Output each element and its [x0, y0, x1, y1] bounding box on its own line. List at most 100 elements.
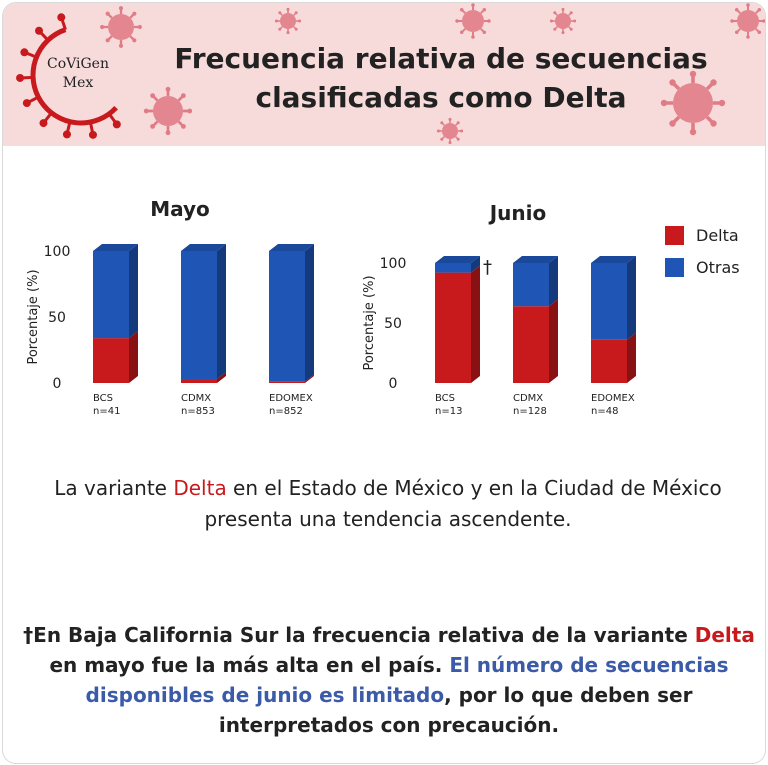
- bar-front: [269, 251, 305, 382]
- y-tick-label: 100: [380, 256, 407, 272]
- chart-mayo: Mayo Porcentaje (%) 0 50 100 BCS n=41 CDMX n=853…: [26, 197, 314, 417]
- virus-icon-spike-tip: [294, 11, 298, 15]
- legend-swatch-otras: [665, 257, 684, 277]
- bar-otras-cdmx: [513, 256, 558, 307]
- bar-top: [513, 256, 558, 263]
- virus-icon-spike-tip: [440, 121, 444, 125]
- bar-front: [93, 338, 129, 383]
- y-tick-label: 0: [389, 376, 398, 392]
- virus-icon-spike-tip: [448, 117, 452, 121]
- bar-side: [549, 256, 558, 307]
- summary-text-part1: La variante: [54, 476, 174, 500]
- virus-icon-spike-tip: [573, 19, 577, 23]
- logo-spike-tip: [16, 73, 25, 82]
- virus-icon: [274, 7, 302, 35]
- logo-spike-tip: [20, 48, 29, 57]
- virus-icon-spike-tip: [482, 30, 487, 35]
- virus-icon-spike-tip: [132, 11, 137, 16]
- virus-icon-spike-tip: [762, 19, 765, 23]
- virus-icon-spike-tip: [456, 121, 460, 125]
- logo-arc: [30, 27, 118, 126]
- bar-side: [549, 299, 558, 383]
- legend-item-otras: Otras: [665, 251, 740, 283]
- bar-side: [627, 332, 636, 383]
- virus-icon-spike-tip: [734, 30, 739, 35]
- sample-size-label: n=128: [513, 406, 547, 417]
- virus-icon: [143, 86, 193, 136]
- footnote-delta-word: Delta: [694, 623, 755, 647]
- legend-item-delta: Delta: [665, 219, 740, 251]
- summary-delta-word: Delta: [173, 476, 227, 500]
- bar-delta-bcs: [93, 331, 138, 383]
- sample-size-label: n=853: [181, 406, 215, 417]
- logo-spike-tip: [35, 26, 44, 35]
- category-label: BCS: [93, 393, 113, 404]
- virus-icon-spike-tip: [569, 27, 573, 31]
- bar-front: [591, 263, 627, 340]
- virus-icon-spike-tip: [456, 137, 460, 141]
- virus-icon-spike-tip: [286, 31, 290, 35]
- virus-icon-spike-tip: [150, 93, 156, 99]
- virus-icon-body: [153, 96, 183, 126]
- category-label: CDMX: [181, 393, 211, 404]
- bar-side: [471, 265, 480, 383]
- bar-front: [513, 306, 549, 383]
- virus-icon-spike-tip: [561, 7, 565, 11]
- virus-icon-spike-tip: [718, 99, 726, 107]
- logo-spike-tip: [22, 99, 31, 108]
- virus-icon-spike-tip: [730, 19, 734, 23]
- virus-icon-spike-tip: [471, 3, 475, 7]
- bar-front: [269, 381, 305, 383]
- legend-label-otras: Otras: [696, 257, 740, 277]
- virus-icon: [100, 6, 142, 48]
- virus-icon-spike-tip: [278, 11, 282, 15]
- virus-icon-spike-tip: [561, 31, 565, 35]
- logo-spike-tip: [62, 130, 71, 139]
- bar-delta-bcs: [435, 265, 480, 383]
- footnote-part1: †En Baja California Sur la frecuencia re…: [23, 623, 695, 647]
- bar-front: [435, 272, 471, 383]
- virus-icon-spike-tip: [689, 70, 697, 78]
- virus-decorations: [16, 3, 765, 145]
- category-label: CDMX: [513, 393, 543, 404]
- virus-icon-spike-tip: [180, 123, 186, 129]
- bar-otras-cdmx: [181, 244, 226, 380]
- y-tick-label: 50: [48, 310, 66, 326]
- bar-front: [181, 251, 217, 380]
- virus-icon-spike-tip: [553, 11, 557, 15]
- virus-icon-spike-tip: [105, 11, 110, 16]
- bar-delta-cdmx: [181, 372, 226, 383]
- virus-icon-spike-tip: [150, 123, 156, 129]
- bar-top: [591, 256, 636, 263]
- footnote-highlight: El número de secuencias disponibles de j…: [85, 653, 729, 707]
- bar-top: [93, 244, 138, 251]
- header-banner: CoViGen Mex Frecuencia relativa de secue…: [3, 3, 765, 146]
- virus-icon-spike-tip: [105, 38, 110, 43]
- logo-spike-tip: [57, 13, 66, 22]
- virus-icon: [436, 117, 464, 145]
- title-line-2: clasificadas como Delta: [255, 81, 627, 114]
- dagger-annotation: †: [483, 257, 492, 278]
- logo-spike-tip: [88, 130, 97, 139]
- bar-otras-bcs: [93, 244, 138, 339]
- virus-icon-spike-tip: [669, 120, 676, 127]
- footnote-part3: , por lo que deben ser interpretados con…: [218, 683, 693, 737]
- bar-side: [471, 256, 480, 273]
- bar-front: [93, 251, 129, 339]
- y-axis-label: Porcentaje (%): [26, 269, 41, 364]
- bar-side: [305, 374, 314, 383]
- virus-icon-spike-tip: [137, 24, 142, 30]
- virus-icon-spike-tip: [757, 7, 762, 12]
- virus-icon-spike-tip: [118, 43, 124, 48]
- category-label: BCS: [435, 393, 455, 404]
- page-title: Frecuencia relativa de secuencias clasif…: [121, 39, 761, 117]
- category-label: EDOMEX: [591, 393, 635, 404]
- virus-icon-spike-tip: [187, 108, 193, 114]
- virus-icon-body: [555, 13, 571, 29]
- virus-icon-spike-tip: [746, 3, 750, 7]
- y-tick-label: 100: [44, 244, 71, 260]
- virus-icon: [730, 3, 765, 39]
- footnote-part2: en mayo fue la más alta en el país.: [49, 653, 450, 677]
- virus-icon-spike-tip: [165, 130, 171, 136]
